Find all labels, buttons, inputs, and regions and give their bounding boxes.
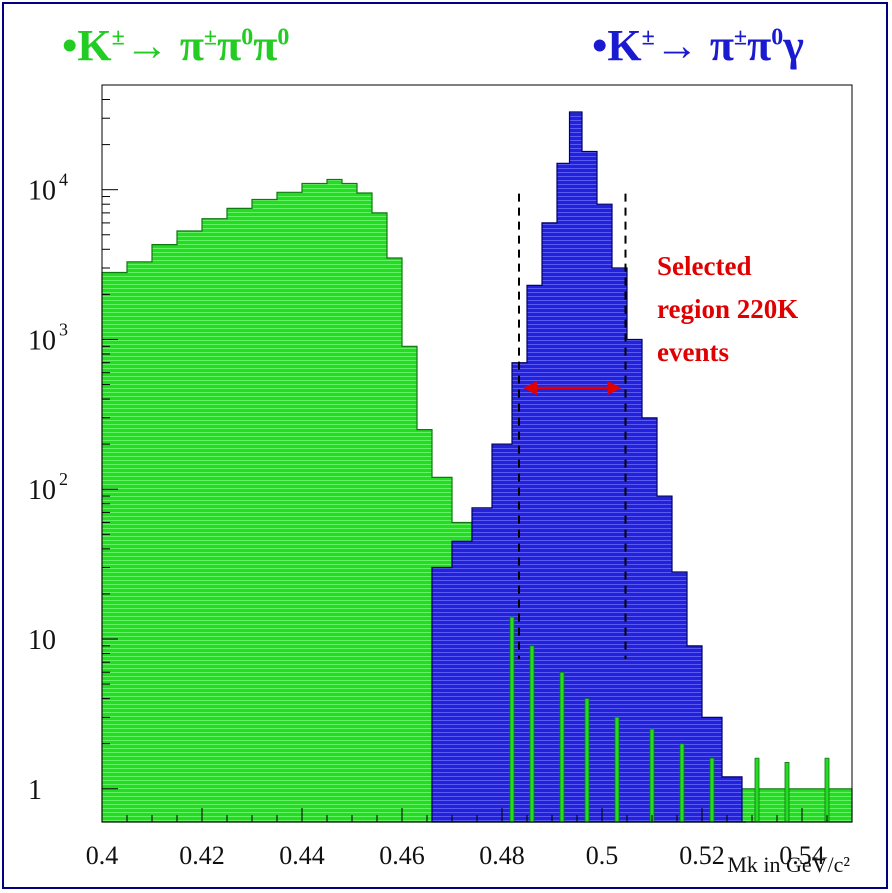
x-tick-label: 0.54 — [779, 841, 825, 870]
selection-arrow-head-left — [523, 381, 537, 395]
tail-spike — [529, 645, 535, 823]
y-tick-label: 1 — [28, 775, 42, 806]
tail-spike — [559, 671, 565, 823]
x-tick-label: 0.4 — [86, 841, 119, 870]
x-tick-label: 0.48 — [479, 841, 525, 870]
x-axis-label: Mk in GeV/c² — [727, 852, 850, 877]
tail-spike — [614, 716, 620, 823]
selection-arrow-head-right — [607, 381, 622, 395]
tail-spike — [649, 728, 655, 823]
legend-green-decay: •K±→ π±π0π0 — [62, 21, 290, 70]
x-tick-label: 0.52 — [679, 841, 725, 870]
legend-blue-decay: •K±→ π±π0γ — [592, 21, 804, 70]
tail-spike — [679, 743, 685, 823]
x-tick-label: 0.42 — [179, 841, 225, 870]
tail-spike — [584, 698, 590, 823]
x-tick-label: 0.44 — [279, 841, 325, 870]
y-tick-label: 10 2 — [28, 469, 68, 506]
x-tick-label: 0.46 — [379, 841, 425, 870]
annotation-line: events — [657, 337, 729, 367]
x-tick-label: 0.5 — [586, 841, 619, 870]
tail-spike — [709, 757, 715, 823]
y-tick-label: 10 4 — [28, 170, 68, 207]
tail-spike — [824, 757, 830, 823]
annotation-line: Selected — [657, 251, 751, 281]
y-tick-label: 10 — [28, 625, 56, 656]
tail-spike — [754, 757, 760, 823]
y-tick-label: 10 3 — [28, 319, 68, 356]
tail-spike — [784, 761, 790, 823]
annotation-line: region 220K — [657, 294, 798, 324]
tail-spike — [509, 616, 515, 823]
